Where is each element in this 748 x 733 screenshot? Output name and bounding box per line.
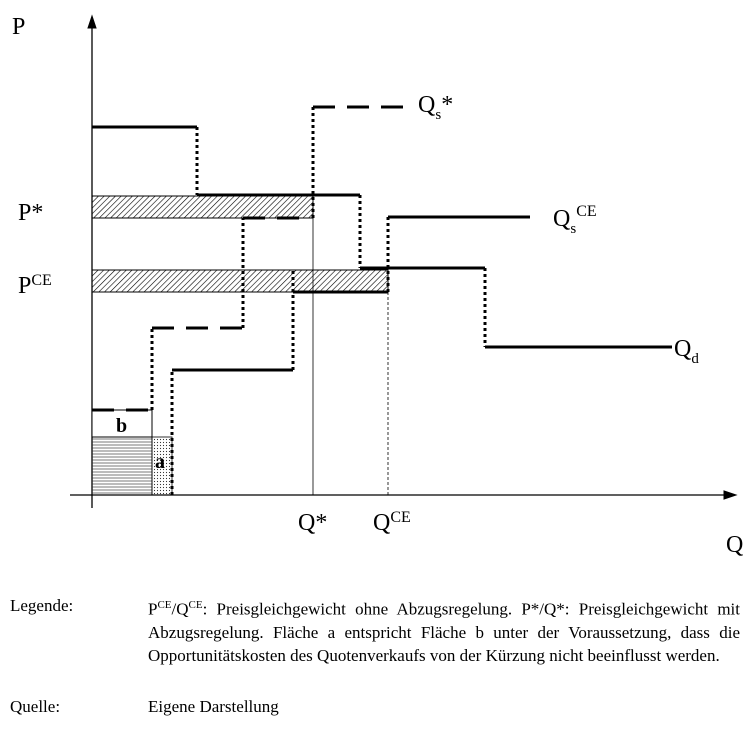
diagram: P Q P* PCE Q* QCE Qs* QsCE Qd b a (12, 14, 743, 558)
quantity-label: QCE (373, 509, 411, 536)
quantity-label: Q* (298, 510, 327, 536)
price-label: PCE (18, 272, 52, 299)
source: Quelle: Eigene Darstellung (10, 695, 740, 719)
curve-label: Qs* (418, 92, 453, 123)
y-axis-label: P (12, 14, 25, 40)
curve-label: QsCE (553, 203, 597, 237)
legend: Legende: PCE/QCE: Preisgleichgewicht ohn… (10, 594, 740, 694)
hatched-bands (91, 195, 389, 496)
axes (70, 14, 738, 508)
curves (92, 105, 672, 495)
curve-label: Qd (674, 336, 699, 367)
source-label: Quelle: (10, 697, 61, 716)
legend-label: Legende: (10, 596, 74, 615)
area-label: b (116, 415, 127, 437)
price-label: P* (18, 200, 43, 226)
guides (312, 218, 389, 495)
x-axis-label: Q (726, 532, 743, 558)
legend-text: PCE/QCE: Preisgleichgewicht ohne Abzugsr… (148, 599, 740, 665)
source-text: Eigene Darstellung (148, 697, 279, 716)
area-label: a (155, 451, 165, 473)
